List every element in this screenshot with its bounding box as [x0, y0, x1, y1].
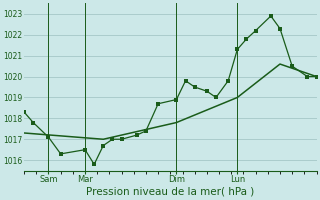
X-axis label: Pression niveau de la mer( hPa ): Pression niveau de la mer( hPa ) — [86, 187, 254, 197]
